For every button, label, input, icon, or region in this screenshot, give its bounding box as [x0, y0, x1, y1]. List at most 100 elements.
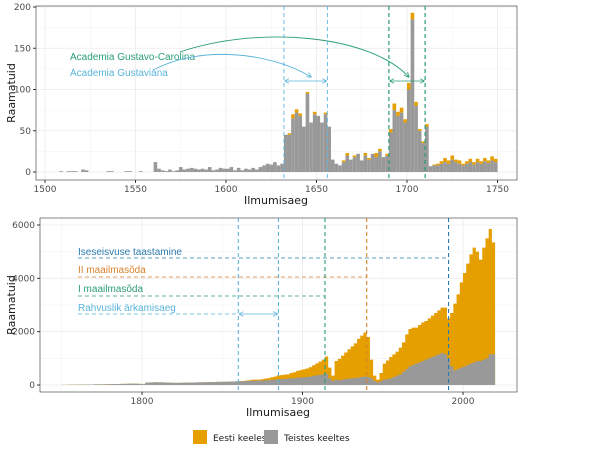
bar-other [486, 162, 491, 172]
x-tick-label: 1800 [131, 397, 154, 407]
bar-other [226, 168, 230, 172]
bar-estonian [403, 119, 407, 123]
y-tick-label: 200 [14, 3, 31, 13]
bar-other [446, 163, 451, 172]
annotation-label: II maailmasõda [78, 265, 146, 276]
bottom-y-axis-title: Raamatuid [5, 275, 18, 335]
x-tick-label: 2000 [452, 397, 475, 407]
bar-other [461, 165, 465, 172]
bar-other [215, 169, 219, 172]
bar-other [475, 162, 480, 172]
annotation-label: Academia Gustaviana [70, 68, 168, 79]
bar-other [367, 159, 371, 172]
bar-other [381, 157, 386, 172]
bar-other [464, 163, 469, 172]
bar-other [193, 168, 198, 172]
bar-other [262, 165, 266, 172]
bar-other [356, 153, 360, 172]
bar-estonian [493, 158, 498, 163]
bar-other [229, 167, 234, 172]
bar-other [182, 169, 187, 172]
bar-other [490, 160, 494, 172]
bar-other [251, 167, 255, 172]
bar-other [247, 169, 252, 172]
bar-estonian [432, 164, 436, 166]
bar-other [359, 160, 364, 172]
plot-background [36, 6, 517, 180]
top-y-axis-title: Raamatuid [5, 63, 18, 123]
y-tick-label: 0 [29, 381, 35, 391]
bar-other [410, 19, 415, 172]
bar-other [396, 115, 400, 172]
bar-other [316, 115, 321, 172]
annotation-label: Iseseisvuse taastamine [78, 247, 182, 258]
curved-arrow [179, 36, 409, 77]
bar-other [218, 167, 223, 172]
bar-other [472, 164, 476, 172]
bar-other [153, 162, 158, 172]
bar-other [363, 155, 368, 172]
bar-other [222, 168, 226, 172]
bar-estonian [323, 112, 328, 115]
bar-other [298, 115, 303, 172]
bar-estonian [410, 12, 415, 20]
bar-other [244, 168, 248, 172]
bar-other [457, 163, 462, 172]
bar-other [139, 171, 143, 172]
legend-swatch-other [264, 430, 278, 444]
bar-other [236, 167, 241, 172]
bar-other [258, 167, 263, 172]
bar-estonian [399, 107, 404, 113]
bar-estonian [443, 157, 447, 163]
bar-estonian [479, 161, 484, 164]
bar-other [468, 162, 473, 172]
bar-other [454, 162, 458, 172]
bar-estonian [490, 156, 494, 161]
bar-other [157, 168, 161, 172]
y-tick-label: 100 [14, 86, 31, 96]
top-panel: 1500 1550 1600 1650 1700 1750 0 50 100 150 200 Acad… [14, 3, 518, 195]
bar-estonian [454, 159, 458, 163]
bar-other [160, 170, 165, 172]
bar-other [273, 162, 277, 172]
bar-other [84, 170, 89, 172]
bar-estonian [461, 163, 465, 166]
bar-other [421, 143, 426, 172]
bar-other [432, 165, 436, 172]
bar-other [66, 171, 71, 172]
bottom-x-axis-title: Ilmumisaeg [246, 406, 310, 419]
bar-estonian [341, 160, 346, 163]
bar-other [378, 151, 382, 172]
top-x-axis-title: Ilmumisaeg [244, 194, 308, 207]
bar-other [171, 171, 176, 172]
bar-other [291, 118, 295, 172]
bar-other [425, 126, 429, 172]
bar-estonian [367, 157, 371, 160]
bar-other [233, 170, 237, 172]
bar-other [435, 165, 440, 172]
y-tick-label: 150 [14, 44, 31, 54]
annotation-label: Rahvuslik ärkamisaeg [78, 303, 176, 314]
bar-other [269, 164, 274, 172]
bar-other [81, 169, 85, 172]
bar-estonian [425, 124, 429, 127]
bar-other [327, 126, 331, 172]
bar-other [443, 162, 447, 172]
bar-estonian [294, 109, 299, 113]
bar-estonian [298, 113, 303, 116]
bar-other [479, 163, 484, 172]
bar-other [338, 165, 342, 172]
legend-label-other: Teistes keeltes [283, 434, 350, 444]
bar-estonian [439, 161, 444, 164]
bar-other [164, 171, 169, 172]
bar-other [197, 169, 201, 172]
bar-estonian [385, 153, 389, 156]
bar-other [287, 134, 292, 172]
bar-other [428, 166, 433, 172]
bar-other [320, 122, 324, 172]
curved-arrow [152, 53, 311, 77]
bar-other [334, 163, 339, 172]
bar-estonian [421, 141, 426, 144]
x-tick-label: 1900 [291, 397, 314, 407]
bar-other [312, 114, 317, 172]
